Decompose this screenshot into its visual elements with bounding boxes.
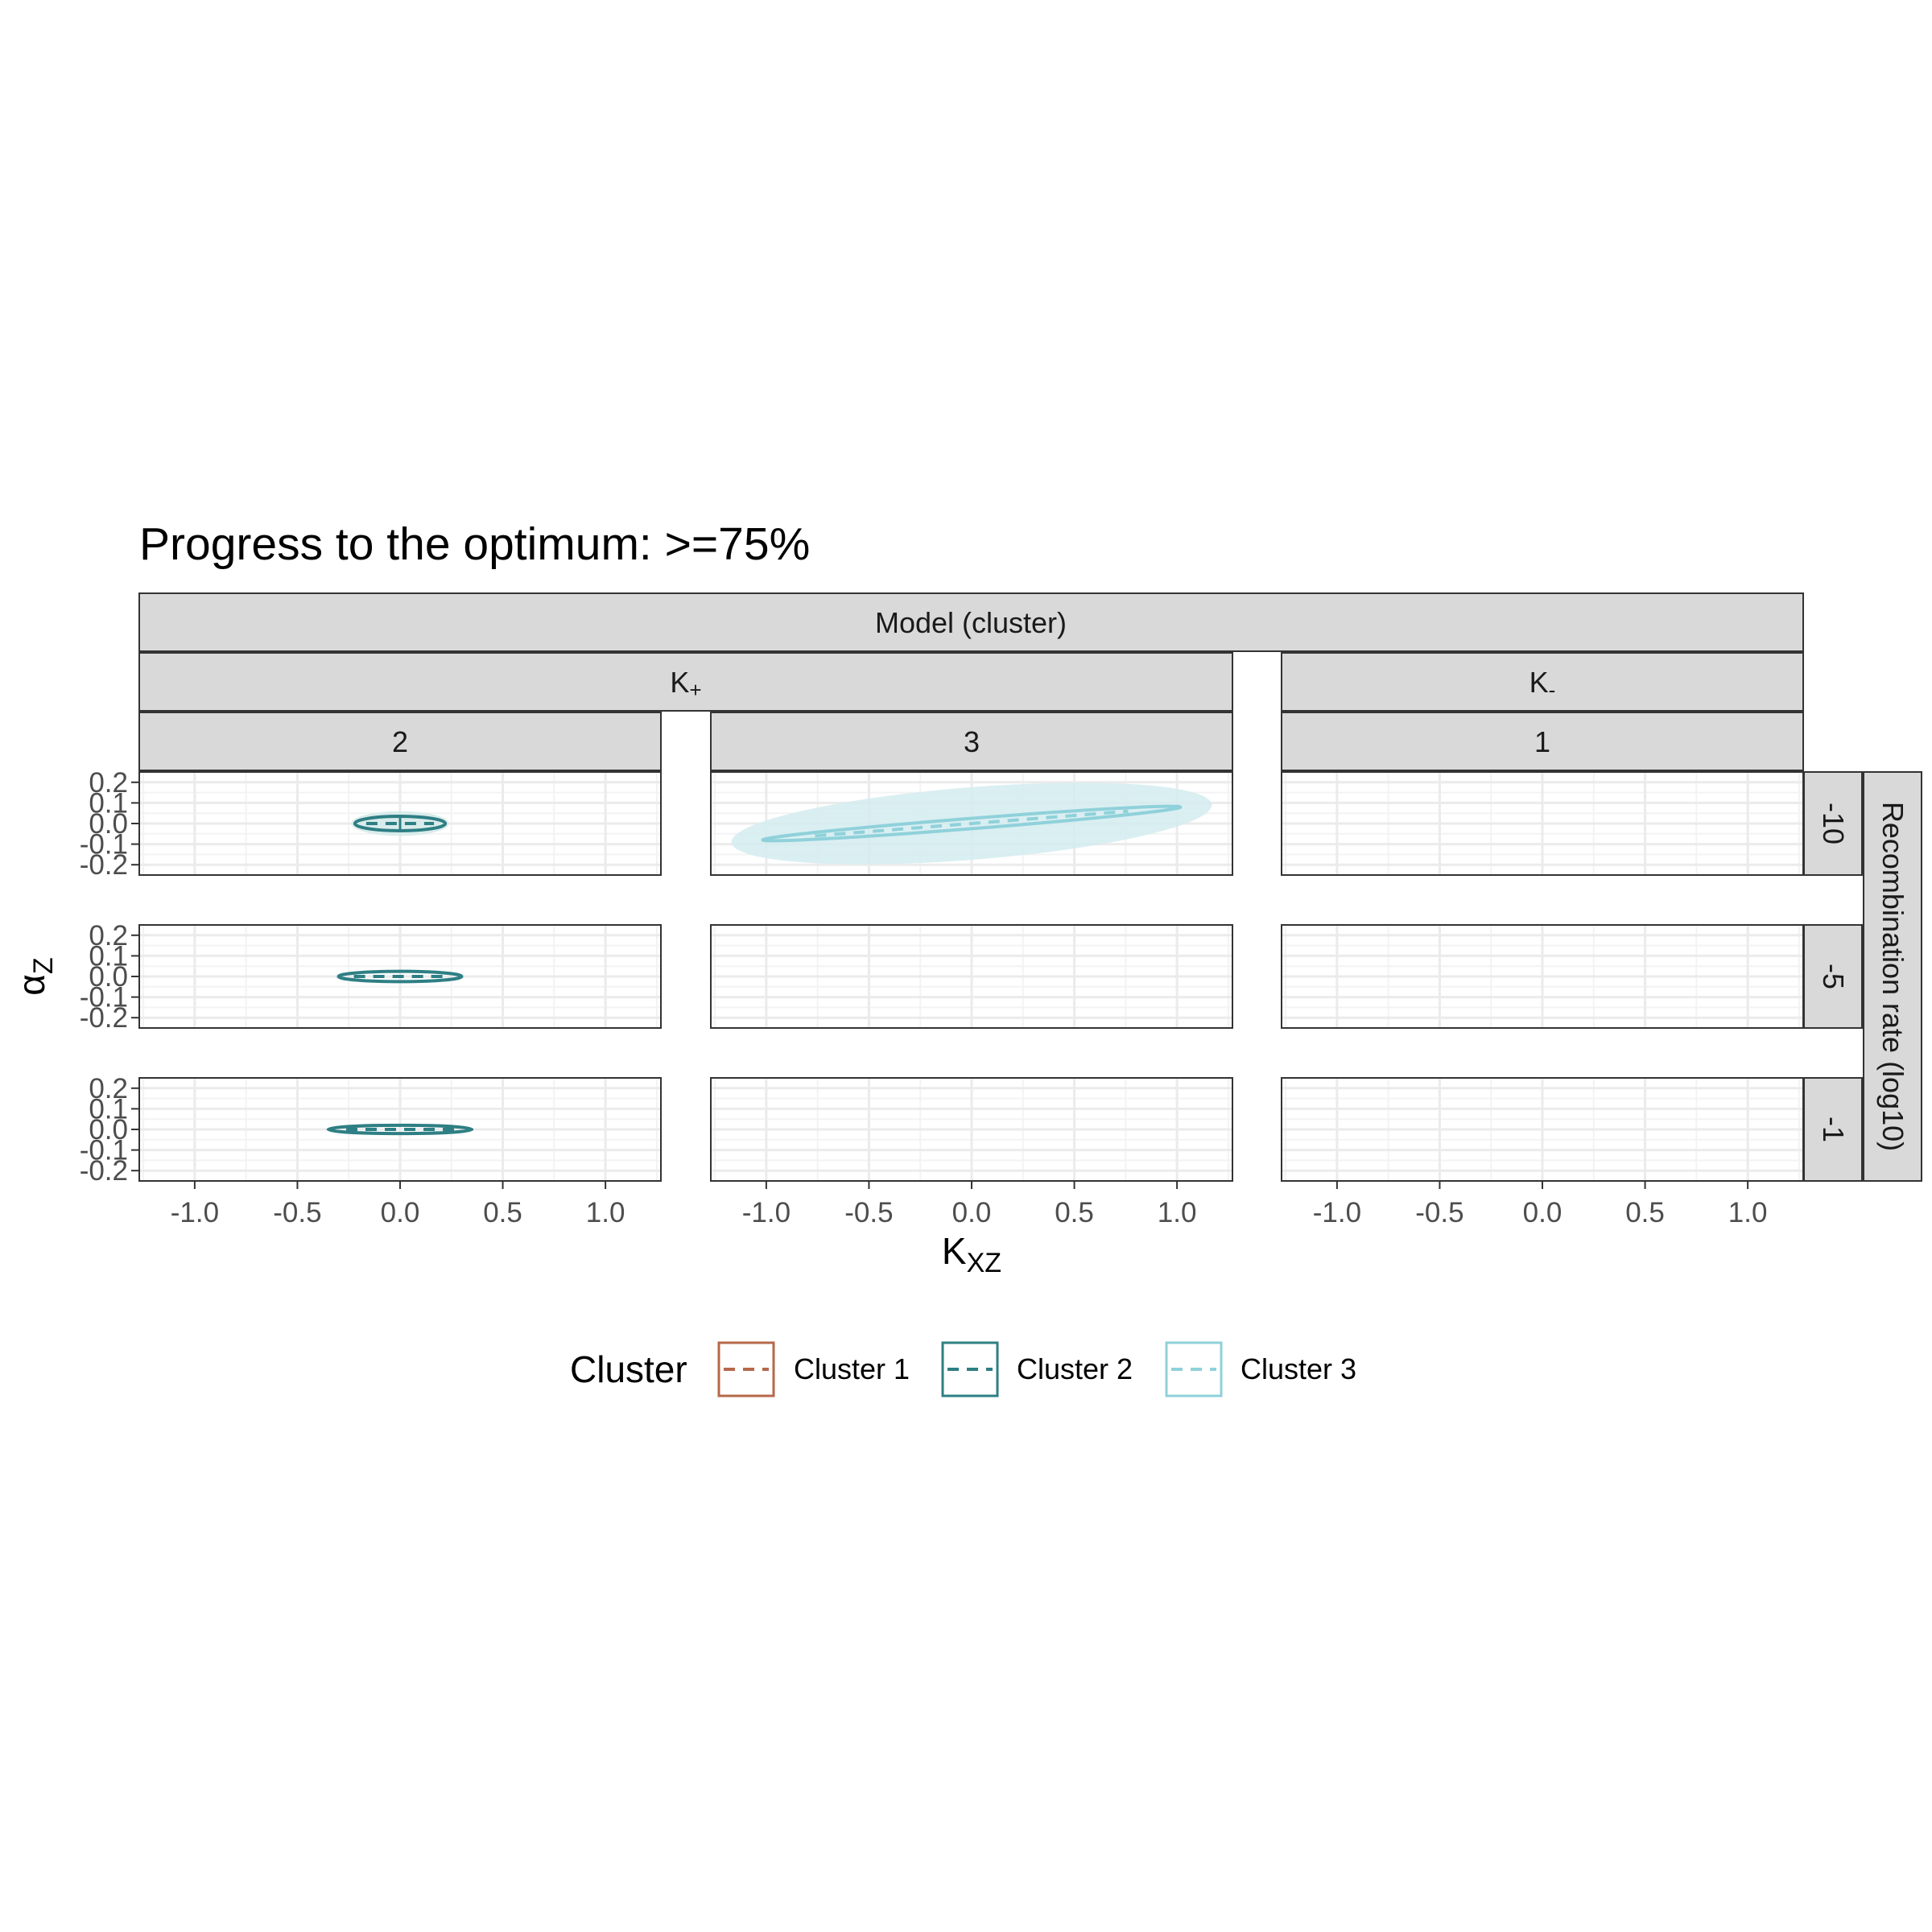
legend: Cluster Cluster 1 Cluster 2 Cluster 3 bbox=[570, 1341, 1356, 1397]
strip-model-cluster-label: Model (cluster) bbox=[875, 606, 1067, 639]
strip-row-minus1: -1 bbox=[1803, 1077, 1863, 1182]
legend-title: Cluster bbox=[570, 1348, 687, 1390]
y-tick-label: 0.1 bbox=[89, 1093, 128, 1125]
x-tick-label: 0.0 bbox=[952, 1197, 992, 1228]
x-tick-label: -1.0 bbox=[171, 1197, 219, 1228]
panel-1-row--10 bbox=[1281, 771, 1804, 876]
x-tick-label: -0.5 bbox=[273, 1197, 321, 1228]
panel-plot-area bbox=[139, 772, 661, 875]
y-tick-label: -0.1 bbox=[80, 982, 128, 1013]
svg-text:3: 3 bbox=[964, 725, 980, 758]
x-tick-label: 0.5 bbox=[483, 1197, 522, 1228]
y-tick-label: -0.2 bbox=[80, 849, 128, 881]
svg-text:K+: K+ bbox=[670, 666, 701, 702]
strip-cluster-3: 3 bbox=[710, 712, 1233, 771]
panel-3-row--5 bbox=[710, 924, 1233, 1029]
legend-label-cluster-2: Cluster 2 bbox=[1017, 1352, 1133, 1385]
svg-text:K-: K- bbox=[1530, 666, 1556, 702]
panels: -0.2-0.10.00.10.2-0.2-0.10.00.10.2-0.2-0… bbox=[80, 767, 1804, 1228]
svg-text:Recombination rate (log10): Recombination rate (log10) bbox=[1876, 802, 1909, 1151]
panel-2-row--1: -0.2-0.10.00.10.2-1.0 -0.5 0.0 0.5 1.0 bbox=[80, 1073, 662, 1228]
x-tick-label: 0.0 bbox=[1523, 1197, 1563, 1228]
x-tick-label: 1.0 bbox=[586, 1197, 625, 1228]
x-tick-label: 0.0 bbox=[381, 1197, 420, 1228]
svg-text:-10: -10 bbox=[1817, 803, 1850, 844]
x-axis-title-main: K bbox=[942, 1230, 967, 1272]
x-axis-title: KXZ bbox=[942, 1230, 1001, 1278]
strip-row-minus5: -5 bbox=[1803, 924, 1863, 1029]
cluster-ellipse bbox=[761, 804, 1183, 843]
chart-title: Progress to the optimum: >=75% bbox=[139, 518, 810, 570]
cluster-ellipse bbox=[326, 1123, 474, 1136]
legend-label-cluster-1: Cluster 1 bbox=[794, 1352, 910, 1385]
panel-border bbox=[1281, 924, 1804, 1029]
x-tick-label: 0.5 bbox=[1625, 1197, 1665, 1228]
panel-2-row--5: -0.2-0.10.00.10.2 bbox=[80, 920, 662, 1034]
x-axis-title-sub: XZ bbox=[967, 1248, 1001, 1278]
svg-text:1: 1 bbox=[1534, 725, 1550, 758]
panel-3-row--1: -1.0 -0.5 0.0 0.5 1.0 bbox=[710, 1077, 1233, 1228]
panel-border bbox=[1281, 771, 1804, 876]
strip-model-kminus: K- bbox=[1281, 652, 1804, 712]
strip-model-kplus-sub: + bbox=[689, 678, 701, 702]
legend-label-cluster-3: Cluster 3 bbox=[1241, 1352, 1356, 1385]
x-tick-label: 1.0 bbox=[1158, 1197, 1197, 1228]
panel-plot-area bbox=[139, 1078, 661, 1181]
legend-item-cluster-3: Cluster 3 bbox=[1165, 1341, 1356, 1397]
panel-3-row--10 bbox=[710, 771, 1233, 876]
x-tick-label: 1.0 bbox=[1728, 1197, 1768, 1228]
x-tick-label: 0.5 bbox=[1055, 1197, 1094, 1228]
x-tick-label: -1.0 bbox=[742, 1197, 791, 1228]
strip-row-title: Recombination rate (log10) bbox=[1863, 771, 1922, 1182]
panel-plot-area bbox=[1282, 925, 1803, 1028]
legend-item-cluster-2: Cluster 2 bbox=[941, 1341, 1133, 1397]
svg-text:2: 2 bbox=[392, 725, 408, 758]
panel-plot-area bbox=[711, 772, 1232, 875]
y-tick-label: 0.1 bbox=[89, 940, 128, 972]
y-tick-label: -0.2 bbox=[80, 1002, 128, 1034]
strip-row-minus10: -10 bbox=[1803, 771, 1863, 876]
panel-1-row--5 bbox=[1281, 924, 1804, 1029]
strip-model-kplus-main: K bbox=[670, 666, 689, 699]
y-tick-label: 0.2 bbox=[89, 1073, 128, 1104]
panel-1-row--1: -1.0 -0.5 0.0 0.5 1.0 bbox=[1281, 1077, 1804, 1228]
y-tick-label: 0.2 bbox=[89, 767, 128, 799]
y-axis-title-main: α bbox=[10, 974, 52, 996]
legend-item-cluster-1: Cluster 1 bbox=[717, 1341, 910, 1397]
y-tick-label: 0.1 bbox=[89, 787, 128, 819]
strip-cluster-1: 1 bbox=[1281, 712, 1804, 771]
x-tick-label: -0.5 bbox=[1415, 1197, 1463, 1228]
panel-border bbox=[710, 924, 1233, 1029]
y-tick-label: -0.2 bbox=[80, 1155, 128, 1187]
svg-text:-5: -5 bbox=[1817, 964, 1850, 989]
y-axis-title-sub: Z bbox=[28, 957, 59, 974]
y-tick-label: -0.1 bbox=[80, 1135, 128, 1166]
panel-plot-area bbox=[139, 925, 661, 1028]
strip-cluster-2: 2 bbox=[138, 712, 662, 771]
x-tick-label: -1.0 bbox=[1313, 1197, 1361, 1228]
x-tick-label: -0.5 bbox=[844, 1197, 893, 1228]
cluster-axis-line bbox=[815, 809, 1129, 838]
cluster-ellipse bbox=[336, 969, 464, 984]
y-tick-label: 0.2 bbox=[89, 920, 128, 952]
strip-model-kminus-main: K bbox=[1530, 666, 1549, 699]
y-tick-label: 0.0 bbox=[89, 1114, 128, 1146]
panel-border bbox=[710, 771, 1233, 876]
strip-model-kplus: K+ bbox=[138, 652, 1233, 712]
panel-plot-area bbox=[1282, 1078, 1803, 1181]
panel-2-row--10: -0.2-0.10.00.10.2 bbox=[80, 767, 662, 881]
panel-plot-area bbox=[1282, 772, 1803, 875]
strip-model-kminus-sub: - bbox=[1549, 678, 1556, 702]
y-tick-label: 0.0 bbox=[89, 961, 128, 993]
y-axis-title: αZ bbox=[10, 957, 59, 995]
strip-model-cluster: Model (cluster) bbox=[138, 592, 1804, 652]
y-tick-label: 0.0 bbox=[89, 808, 128, 840]
panel-plot-area bbox=[711, 925, 1232, 1028]
panel-plot-area bbox=[711, 1078, 1232, 1181]
svg-text:-1: -1 bbox=[1817, 1117, 1850, 1142]
y-tick-label: -0.1 bbox=[80, 829, 128, 861]
